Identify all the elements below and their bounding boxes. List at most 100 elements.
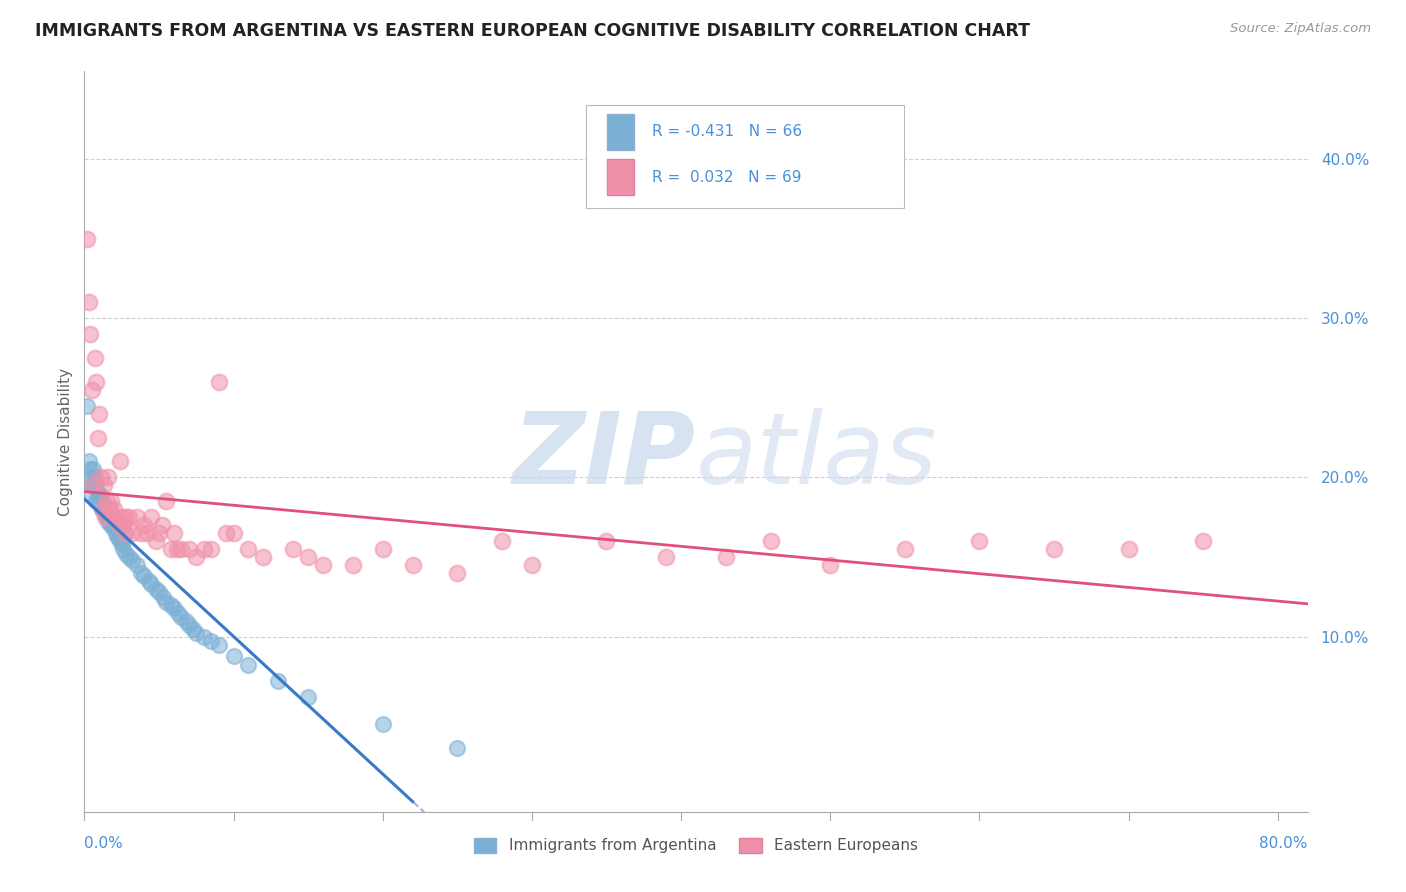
- Point: [82, 478, 104, 492]
- Point: [96, 510, 118, 524]
- Point: [129, 566, 152, 580]
- Point: [969, 534, 991, 549]
- Point: [76, 399, 98, 413]
- Point: [104, 526, 127, 541]
- Text: ZIP: ZIP: [513, 408, 696, 505]
- Text: R = -0.431   N = 66: R = -0.431 N = 66: [652, 125, 801, 139]
- Point: [98, 515, 121, 529]
- Point: [446, 566, 468, 580]
- Point: [101, 510, 124, 524]
- Text: R =  0.032   N = 69: R = 0.032 N = 69: [652, 169, 801, 185]
- Point: [100, 518, 122, 533]
- Point: [200, 541, 222, 556]
- Point: [186, 549, 208, 564]
- FancyBboxPatch shape: [606, 114, 634, 150]
- Point: [818, 558, 841, 572]
- Point: [207, 638, 229, 652]
- Point: [125, 510, 148, 524]
- Point: [115, 547, 138, 561]
- Point: [79, 327, 101, 342]
- Text: 80.0%: 80.0%: [1260, 836, 1308, 851]
- Point: [371, 541, 394, 556]
- Point: [108, 534, 131, 549]
- Point: [80, 383, 103, 397]
- Point: [163, 526, 186, 541]
- Point: [446, 741, 468, 756]
- Point: [82, 478, 104, 492]
- Point: [141, 510, 163, 524]
- Point: [520, 558, 543, 572]
- Point: [101, 521, 124, 535]
- Point: [170, 610, 193, 624]
- Point: [96, 494, 118, 508]
- Point: [98, 502, 121, 516]
- Point: [114, 526, 136, 541]
- Point: [152, 590, 174, 604]
- Point: [177, 618, 200, 632]
- Point: [118, 549, 141, 564]
- Point: [283, 541, 305, 556]
- Point: [138, 574, 160, 588]
- Point: [200, 634, 222, 648]
- Point: [90, 499, 112, 513]
- Point: [80, 470, 103, 484]
- Point: [89, 407, 111, 421]
- Point: [155, 494, 177, 508]
- Point: [163, 601, 186, 615]
- Point: [121, 553, 143, 567]
- Point: [84, 375, 107, 389]
- Point: [103, 518, 125, 533]
- Point: [111, 510, 134, 524]
- Point: [252, 549, 274, 564]
- Point: [105, 510, 128, 524]
- Point: [84, 478, 107, 492]
- Point: [114, 526, 136, 541]
- Point: [90, 470, 112, 484]
- Point: [595, 534, 617, 549]
- Point: [1192, 534, 1215, 549]
- Point: [222, 648, 245, 663]
- Text: atlas: atlas: [696, 408, 938, 505]
- Point: [312, 558, 335, 572]
- Point: [141, 577, 163, 591]
- Point: [148, 585, 170, 599]
- Point: [89, 490, 111, 504]
- Point: [491, 534, 513, 549]
- Y-axis label: Cognitive Disability: Cognitive Disability: [58, 368, 73, 516]
- Point: [148, 526, 170, 541]
- Point: [129, 526, 152, 541]
- Point: [174, 614, 197, 628]
- Point: [167, 606, 190, 620]
- Point: [177, 541, 200, 556]
- Point: [267, 674, 290, 689]
- Point: [90, 490, 112, 504]
- Point: [238, 658, 260, 673]
- Point: [91, 498, 114, 512]
- Point: [160, 541, 183, 556]
- Point: [118, 510, 141, 524]
- Point: [107, 531, 129, 545]
- Point: [297, 549, 319, 564]
- Point: [82, 462, 104, 476]
- Point: [166, 541, 188, 556]
- Point: [145, 534, 167, 549]
- Point: [655, 549, 678, 564]
- Point: [94, 505, 117, 519]
- Point: [93, 478, 115, 492]
- Point: [83, 470, 105, 484]
- Point: [401, 558, 423, 572]
- Point: [125, 558, 148, 572]
- Point: [238, 541, 260, 556]
- Point: [94, 510, 117, 524]
- Point: [76, 231, 98, 245]
- Point: [207, 375, 229, 389]
- Point: [103, 502, 125, 516]
- Point: [80, 478, 103, 492]
- Point: [112, 541, 135, 556]
- Point: [136, 526, 159, 541]
- Point: [1043, 541, 1066, 556]
- Point: [150, 518, 173, 533]
- Point: [132, 518, 155, 533]
- Point: [160, 598, 183, 612]
- Point: [121, 526, 143, 541]
